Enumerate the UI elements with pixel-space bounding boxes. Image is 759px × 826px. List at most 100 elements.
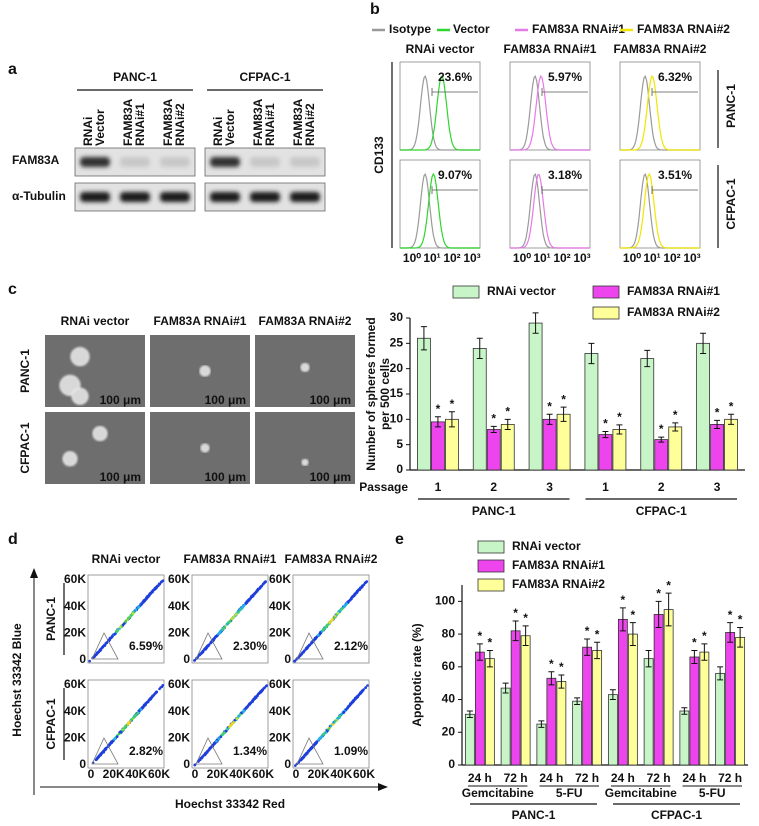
x-tick-label: 10⁰: [513, 251, 531, 265]
bar: [546, 677, 557, 766]
histogram: [400, 172, 480, 249]
bar: [431, 421, 445, 471]
event-dot: [221, 733, 224, 736]
x-tick-label: 0: [88, 767, 95, 781]
event-dot: [115, 735, 119, 738]
bar: [735, 636, 746, 766]
error-bar: [560, 406, 567, 422]
event-dot: [103, 643, 106, 647]
significance-marker: *: [631, 608, 636, 622]
event-dot: [204, 646, 208, 650]
row-label: PANC-1: [44, 597, 58, 641]
event-dot: [324, 731, 328, 734]
error-bar: [558, 674, 565, 689]
event-dot: [308, 643, 312, 646]
event-dot: [356, 694, 360, 698]
x-tick-label: 1: [602, 480, 609, 494]
bar: [653, 614, 664, 766]
error-bar: [602, 430, 609, 439]
x-tick-label: 60K: [148, 767, 170, 781]
y-tick-label: 40: [442, 692, 456, 706]
error-bar: [645, 649, 652, 668]
lane-label: Vector: [93, 109, 107, 146]
event-dot: [201, 650, 204, 654]
event-dot: [364, 686, 367, 689]
blot-band: [290, 157, 320, 167]
sphere: [92, 426, 108, 442]
x-tick-label: 24 h: [539, 771, 563, 785]
event-dot: [294, 764, 297, 767]
error-bar: [629, 622, 636, 647]
event-dot: [146, 700, 150, 703]
x-tick-label: 40K: [330, 767, 352, 781]
significance-marker: *: [561, 392, 566, 406]
event-dot: [305, 646, 309, 650]
y-tick-label: 0: [183, 652, 190, 666]
significance-marker: *: [585, 624, 590, 638]
x-tick-label: 60K: [252, 767, 274, 781]
legend-label: FAM83A RNAi#2: [637, 22, 730, 36]
error-bar: [594, 641, 601, 660]
bar: [617, 618, 628, 766]
event-dot: [240, 606, 244, 609]
x-tick-label: 20K: [207, 767, 229, 781]
event-dot: [363, 581, 367, 585]
significance-marker: *: [559, 660, 564, 674]
event-dot: [230, 617, 234, 621]
event-dot: [342, 710, 346, 714]
axis-label: Apoptotic rate (%): [410, 623, 424, 726]
histogram: [620, 74, 700, 151]
x-tick-label: 72 h: [575, 771, 599, 785]
legend-swatch: [477, 559, 505, 573]
legend-label: FAM83A RNAi#1: [627, 284, 720, 298]
error-bar: [466, 710, 473, 719]
event-dot: [153, 587, 157, 590]
blot-band: [120, 157, 150, 167]
event-dot: [237, 714, 240, 718]
x-tick-label: 24 h: [682, 771, 706, 785]
bar: [472, 347, 487, 471]
column-title: FAM83A RNAi#2: [259, 314, 352, 328]
event-dot: [125, 724, 128, 727]
event-dot: [226, 623, 229, 626]
y-tick-label: 10: [390, 412, 404, 426]
event-dot: [235, 717, 238, 720]
event-dot: [228, 725, 231, 728]
x-tick-label: 0: [293, 767, 300, 781]
subgroup-label: 5-FU: [556, 786, 583, 800]
error-bar: [476, 337, 483, 360]
event-dot: [127, 721, 131, 724]
error-bar: [504, 418, 511, 430]
y-tick-label: 60K: [64, 572, 86, 586]
error-bar: [512, 620, 519, 642]
x-tick-label: 2: [658, 480, 665, 494]
histogram-frame: [619, 159, 701, 249]
sphere: [300, 362, 310, 372]
y-tick-label: 20K: [64, 731, 86, 745]
legend-swatch: [592, 285, 620, 299]
y-tick-label: 20K: [168, 731, 190, 745]
y-tick-label: 20: [442, 724, 456, 738]
sphere: [199, 365, 211, 377]
event-dot: [102, 750, 105, 754]
blot-band: [250, 157, 280, 167]
blot-band: [210, 192, 240, 202]
axis-label: Number of spheres formed: [364, 317, 378, 470]
x-tick-label: 10³: [573, 251, 590, 265]
event-dot: [217, 737, 220, 740]
x-tick-label: 72 h: [718, 771, 742, 785]
event-dot: [134, 713, 138, 716]
significance-marker: *: [666, 578, 671, 592]
legend-label: RNAi vector: [512, 539, 581, 553]
event-dot: [97, 650, 101, 654]
group-label: PANC-1: [472, 504, 516, 518]
row-label: CFPAC-1: [724, 178, 738, 229]
percentage: 5.97%: [548, 70, 582, 84]
y-tick-label: 40K: [64, 599, 86, 613]
y-tick-label: 40K: [168, 704, 190, 718]
event-dot: [154, 691, 157, 695]
histogram: [510, 173, 590, 249]
scale-bar: 100 μm: [310, 393, 351, 407]
cell-line-label: PANC-1: [113, 70, 157, 84]
error-bar: [717, 666, 724, 681]
